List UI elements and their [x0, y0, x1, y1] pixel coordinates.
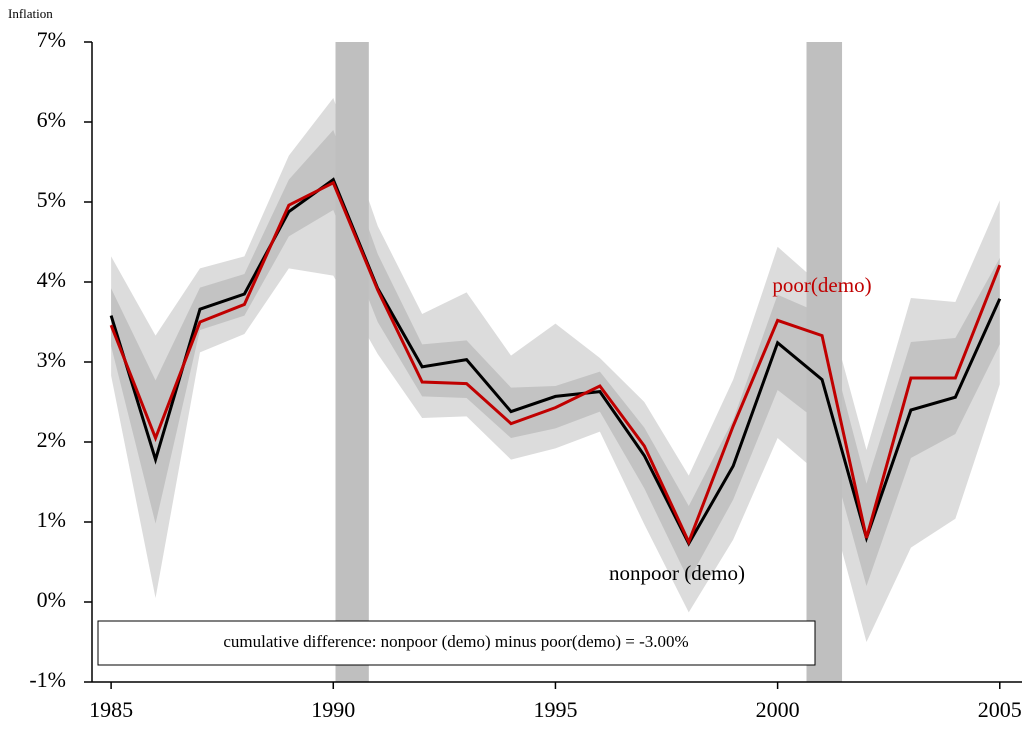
- x-tick-label: 2000: [756, 697, 800, 722]
- confidence-band: [111, 98, 1000, 642]
- y-tick-label: 4%: [37, 267, 66, 292]
- series-label: poor(demo): [772, 273, 871, 297]
- y-tick-label: 1%: [37, 507, 66, 532]
- annotation-box: [97, 620, 816, 666]
- series-label: nonpoor (demo): [609, 561, 745, 585]
- x-tick-label: 1995: [533, 697, 577, 722]
- series-line: [109, 180, 1002, 546]
- y-tick-label: 2%: [37, 427, 66, 452]
- x-tick-label: 2005: [978, 697, 1022, 722]
- y-tick-label: 7%: [37, 27, 66, 52]
- x-tick-label: 1985: [89, 697, 133, 722]
- y-tick-label: 6%: [37, 107, 66, 132]
- recession-shade: [806, 42, 843, 682]
- series-line: [109, 177, 1002, 547]
- y-tick-label: 5%: [37, 187, 66, 212]
- y-axis-label: Inflation: [8, 6, 53, 21]
- y-tick-label: -1%: [29, 667, 66, 692]
- recession-shade: [335, 42, 369, 682]
- y-tick-label: 3%: [37, 347, 66, 372]
- annotation: cumulative difference: nonpoor (demo) mi…: [223, 632, 688, 651]
- x-tick-label: 1990: [311, 697, 355, 722]
- y-tick-label: 0%: [37, 587, 66, 612]
